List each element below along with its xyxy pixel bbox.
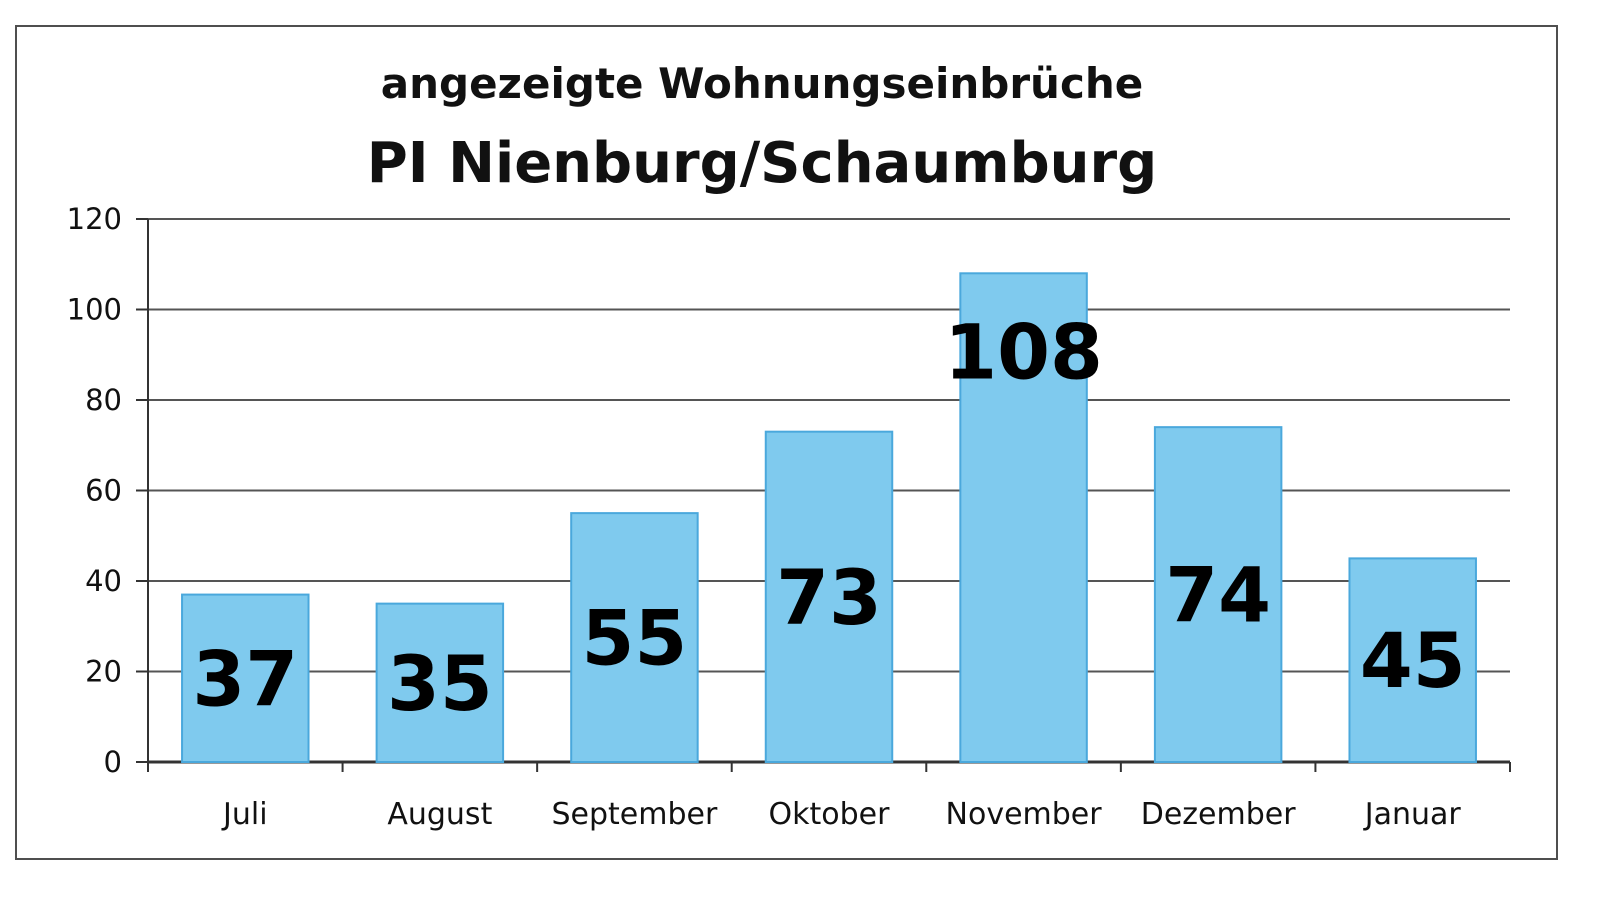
data-label: 45 xyxy=(1360,616,1466,705)
axes: 0 20 40 60 80 100 120 Juli August September Oktobe… xyxy=(67,202,1511,832)
y-tick-label: 40 xyxy=(85,564,122,598)
chart-subtitle: PI Nienburg/Schaumburg xyxy=(367,131,1157,196)
data-labels: 37 35 55 73 108 74 45 xyxy=(192,307,1465,728)
bar-dezember xyxy=(1153,426,1283,763)
data-label: 74 xyxy=(1165,551,1271,640)
bar-august xyxy=(375,602,505,763)
y-tick-label: 100 xyxy=(67,293,122,327)
x-tick-label: August xyxy=(387,797,492,832)
x-tick-label: Oktober xyxy=(769,797,891,832)
data-label: 35 xyxy=(387,639,493,728)
data-label: 108 xyxy=(944,307,1103,396)
bar-november xyxy=(959,272,1088,763)
bar-januar xyxy=(1348,557,1477,763)
chart-title: angezeigte Wohnungseinbrüche xyxy=(381,59,1143,108)
y-tick-label: 20 xyxy=(85,655,122,689)
y-tick-label: 80 xyxy=(85,383,122,417)
x-tick-label: September xyxy=(552,797,718,832)
x-tick-label: Juli xyxy=(221,797,268,832)
x-tick-label: Dezember xyxy=(1141,797,1296,832)
bars xyxy=(181,272,1477,764)
x-tick-label: Januar xyxy=(1363,797,1462,832)
x-tick-label: November xyxy=(946,797,1103,832)
bar-september xyxy=(570,512,699,763)
gridlines xyxy=(148,218,1510,673)
data-label: 37 xyxy=(192,634,298,723)
y-tick-label: 60 xyxy=(85,474,122,508)
y-tick-label: 0 xyxy=(104,745,122,779)
bar-juli xyxy=(181,593,310,764)
bar-oktober xyxy=(764,430,894,763)
data-label: 55 xyxy=(582,594,688,683)
y-tick-label: 120 xyxy=(67,202,122,236)
data-label: 73 xyxy=(776,553,882,642)
